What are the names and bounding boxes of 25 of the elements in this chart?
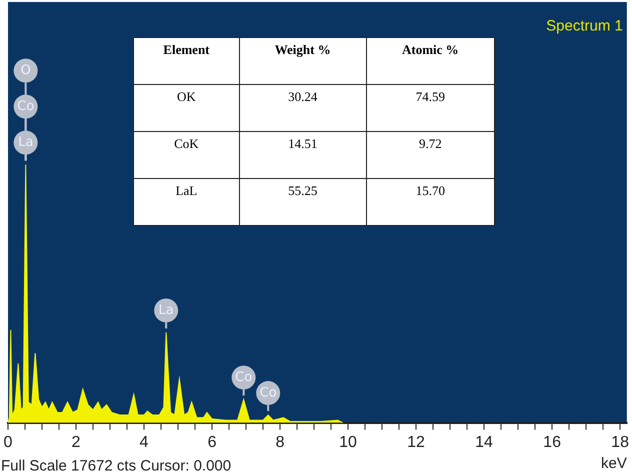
text: 14.51 (239, 132, 366, 178)
text: 9.72 (366, 132, 494, 178)
x-axis-title: keV (601, 455, 627, 472)
x-tick-label: 12 (407, 434, 426, 451)
text: OK (134, 84, 240, 132)
x-tick-label: 4 (140, 434, 149, 451)
annotation: LaL (134, 178, 240, 226)
x-tick-label: 0 (4, 434, 13, 451)
text: 30.24 (239, 84, 366, 132)
annotation: 55.25 (239, 178, 366, 226)
text: Element (134, 38, 240, 84)
x-tick-label: 2 (72, 434, 81, 451)
text: Spectrum 1 (546, 18, 623, 35)
text: CoK (134, 132, 240, 178)
x-tick-label: 14 (475, 434, 494, 451)
x-tick-label: 16 (543, 434, 562, 451)
text: Full Scale 17672 cts Cursor: 0.000 (1, 458, 232, 475)
text: Atomic % (366, 38, 494, 84)
annotation: 15.70 (366, 178, 494, 226)
x-tick-label: 18 (611, 434, 630, 451)
x-tick-label: 8 (276, 434, 285, 451)
text: Weight % (239, 38, 366, 84)
text: 74.59 (366, 84, 494, 132)
x-tick-label: 6 (208, 434, 217, 451)
x-tick-label: 10 (339, 434, 358, 451)
